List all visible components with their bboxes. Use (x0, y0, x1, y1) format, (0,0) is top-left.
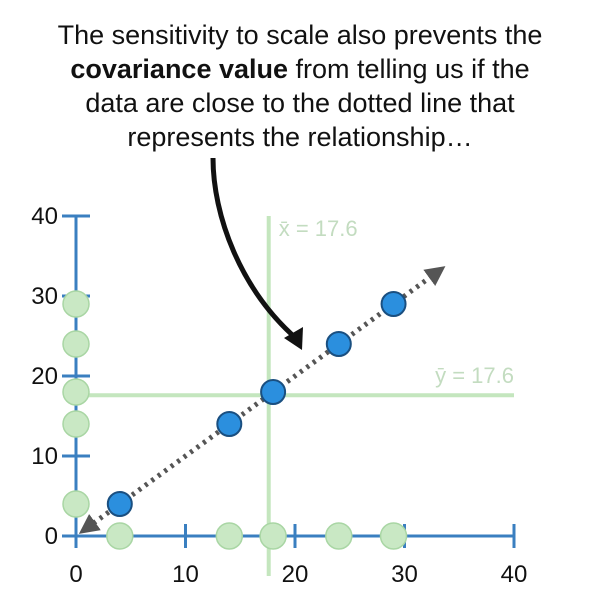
trend-line (78, 266, 446, 534)
x-projection-point (259, 522, 287, 550)
data-point (260, 379, 287, 405)
mean-lines: x̄ = 17.6 ȳ = 17.6 (76, 216, 514, 576)
data-point (106, 491, 133, 517)
x-tick-label: 20 (282, 561, 309, 588)
x-projection-point (106, 522, 134, 550)
mean-y-label: ȳ = 17.6 (435, 363, 514, 388)
y-projection-point (62, 378, 90, 406)
data-point (380, 291, 407, 317)
y-tick-label: 20 (31, 363, 58, 390)
caption-line-3: data are close to the dotted line that (85, 88, 515, 118)
data-point (325, 331, 352, 357)
x-projection-point (379, 522, 408, 550)
callout-layer (210, 157, 303, 350)
caption-line-4: represents the relationship… (127, 122, 473, 152)
x-projection-point (325, 522, 353, 550)
axes: 0 10 20 30 40 0 10 20 30 40 (31, 203, 527, 588)
mean-x-label: x̄ = 17.6 (279, 216, 358, 241)
x-tick-label: 0 (69, 561, 82, 588)
caption-text: The sensitivity to scale also prevents t… (20, 18, 580, 154)
caption-line-1: The sensitivity to scale also prevents t… (57, 20, 543, 50)
x-tick-label: 30 (391, 561, 418, 588)
data-point (216, 411, 243, 437)
caption-bold-term: covariance value (70, 54, 289, 84)
callout-arrow (210, 157, 300, 342)
y-projection-point (62, 410, 90, 438)
caption-line-2-rest: from telling us if the (288, 54, 530, 84)
x-projection-point (215, 522, 244, 550)
y-tick-label: 0 (45, 523, 58, 550)
x-tick-label: 40 (501, 561, 528, 588)
y-tick-label: 40 (31, 203, 58, 230)
data-points (106, 291, 407, 517)
y-tick-label: 30 (31, 283, 58, 310)
y-projection-point (62, 330, 90, 358)
y-projection-point (62, 490, 90, 518)
y-tick-label: 10 (31, 443, 58, 470)
x-tick-label: 10 (172, 561, 199, 588)
callout-arrowhead (284, 327, 303, 350)
caption-line-2: covariance value from telling us if the (20, 52, 580, 86)
trend-line-layer (78, 266, 446, 534)
y-projection-point (62, 290, 90, 318)
